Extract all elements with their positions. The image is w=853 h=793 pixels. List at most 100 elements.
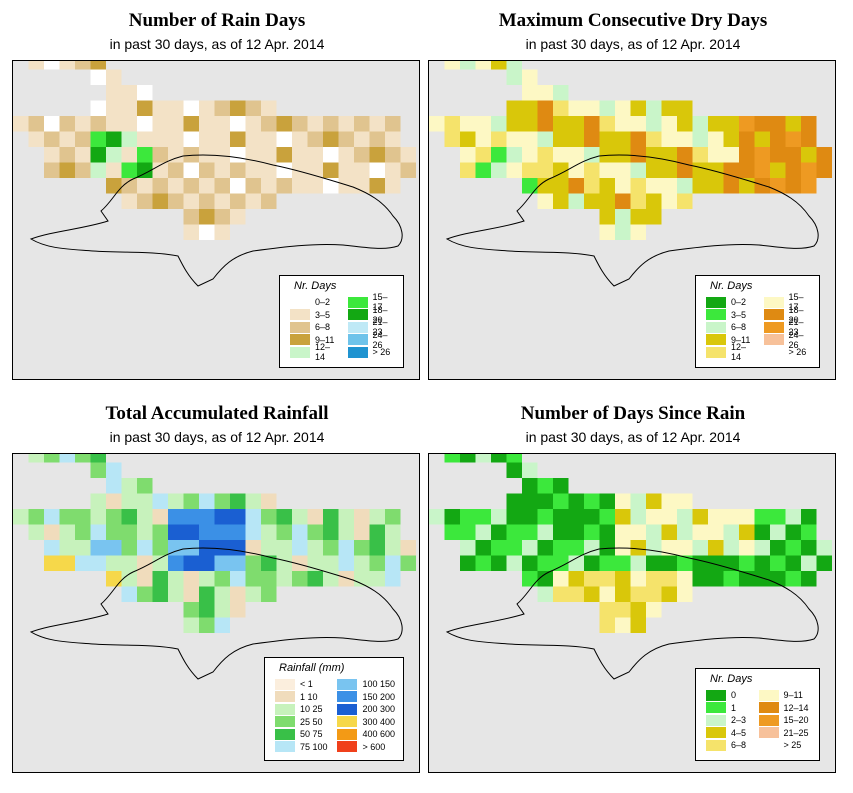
grid-cell: [59, 540, 75, 556]
grid-cell: [599, 116, 615, 132]
legend-swatch: [347, 346, 368, 358]
grid-cell: [661, 586, 677, 602]
grid-cell: [646, 540, 662, 556]
grid-cell: [522, 478, 538, 494]
grid-cell: [307, 131, 323, 147]
grid-cell: [537, 524, 553, 540]
grid-cell: [59, 454, 75, 463]
grid-cell: [385, 178, 401, 194]
grid-cell: [261, 555, 277, 571]
grid-cell: [199, 555, 215, 571]
grid-cell: [106, 540, 122, 556]
grid-cell: [429, 116, 445, 132]
grid-cell: [599, 224, 615, 240]
legend-label: 4–5: [731, 727, 747, 738]
legend-swatch: [763, 309, 784, 321]
grid-cell: [183, 571, 199, 587]
grid-cell: [199, 162, 215, 178]
grid-cell: [475, 509, 491, 525]
grid-cell: [615, 555, 631, 571]
grid-cell: [677, 147, 693, 163]
legend-title: Nr. Days: [710, 280, 753, 292]
grid-cell: [230, 571, 246, 587]
legend-item: 150 200: [337, 691, 397, 704]
grid-cell: [615, 586, 631, 602]
grid-cell: [152, 540, 168, 556]
grid-cell: [214, 493, 230, 509]
grid-cell: [553, 571, 569, 587]
grid-cell: [44, 509, 60, 525]
grid-cell: [444, 116, 460, 132]
grid-cell: [785, 524, 801, 540]
grid-cell: [584, 100, 600, 116]
legend-items: 0–2 3–5 6–8 9–11 12–14 15–17 18–20 21–23 24–26 > …: [290, 292, 397, 363]
grid-cell: [785, 131, 801, 147]
legend-label: 9–11: [783, 690, 803, 701]
legend-swatch: [758, 702, 779, 714]
grid-cell: [183, 100, 199, 116]
legend-swatch: [706, 296, 726, 308]
grid-cell: [537, 193, 553, 209]
grid-cell: [168, 586, 184, 602]
legend-item: 3–5: [290, 309, 340, 322]
legend-swatch: [706, 346, 726, 358]
grid-cell: [770, 571, 786, 587]
legend-label: 15–17: [788, 292, 804, 313]
grid-cell: [106, 493, 122, 509]
grid-cell: [338, 178, 354, 194]
grid-cell: [230, 540, 246, 556]
legend-label: > 26: [788, 347, 807, 358]
grid-cell: [292, 540, 308, 556]
legend-item: 12–14: [706, 342, 756, 362]
grid-cell: [230, 524, 246, 540]
grid-cell: [106, 69, 122, 85]
grid-cell: [152, 586, 168, 602]
grid-cell: [323, 524, 339, 540]
grid-cell: [677, 509, 693, 525]
grid-cell: [537, 85, 553, 101]
grid-cell: [630, 509, 646, 525]
grid-cell: [801, 555, 817, 571]
grid-cell: [13, 509, 29, 525]
grid-cell: [137, 116, 153, 132]
grid-cell: [568, 100, 584, 116]
grid-cell: [183, 193, 199, 209]
grid-cell: [276, 178, 292, 194]
coastline: [445, 154, 819, 287]
grid-cell: [385, 524, 401, 540]
grid-cell: [599, 571, 615, 587]
legend-item: 12–14: [290, 342, 340, 362]
grid-cell: [568, 524, 584, 540]
grid-cell: [754, 147, 770, 163]
grid-cell: [183, 509, 199, 525]
grid-cell: [553, 540, 569, 556]
grid-cell: [506, 100, 522, 116]
grid-cell: [568, 131, 584, 147]
grid-cell: [152, 100, 168, 116]
grid-cell: [44, 162, 60, 178]
grid-cell: [59, 524, 75, 540]
grid-cell: [630, 209, 646, 225]
legend-swatch: [290, 296, 310, 308]
grid-cell: [723, 509, 739, 525]
grid-cell: [444, 524, 460, 540]
grid-cell: [338, 540, 354, 556]
grid-cell: [568, 162, 584, 178]
grid-cell: [199, 116, 215, 132]
grid-cell: [75, 116, 91, 132]
grid-cell: [121, 555, 137, 571]
legend-swatch: [337, 716, 358, 728]
grid-cell: [199, 602, 215, 618]
legend-item: 4–5: [706, 727, 751, 740]
grid-cell: [245, 147, 261, 163]
grid-cell: [400, 540, 416, 556]
grid-cell: [708, 524, 724, 540]
grid-cell: [816, 147, 832, 163]
grid-cell: [568, 116, 584, 132]
legend-label: < 1: [300, 679, 313, 690]
grid-cell: [522, 85, 538, 101]
grid-cell: [816, 162, 832, 178]
legend-label: 200 300: [362, 704, 396, 715]
grid-cell: [677, 586, 693, 602]
